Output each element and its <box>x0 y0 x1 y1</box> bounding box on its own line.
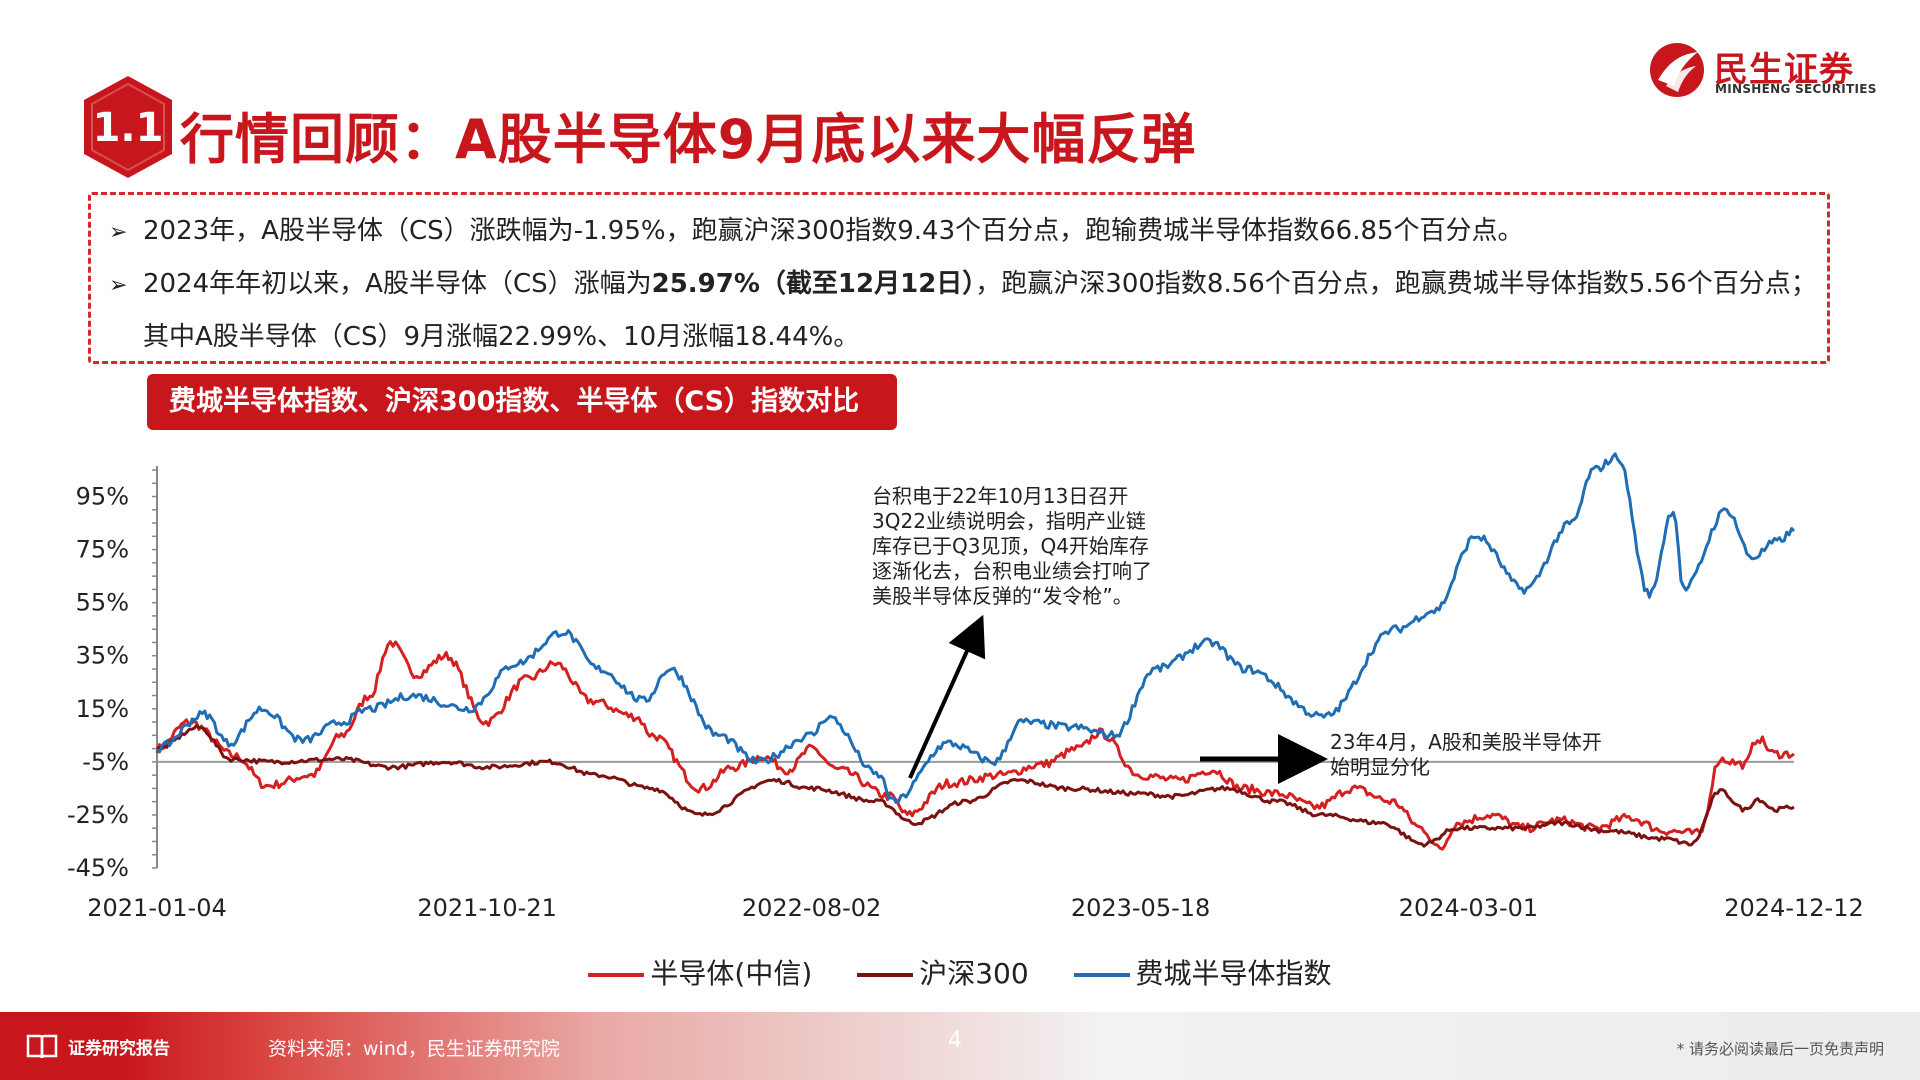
bullet-2-suffix: ，跑赢沪深300指数8.56个百分点，跑赢费城半导体指数5.56个百分点； <box>975 269 1817 299</box>
bullet-1-text: 2023年，A股半导体（CS）涨跌幅为-1.95%，跑赢沪深300指数9.43个… <box>143 216 1524 246</box>
y-tick-label: -25% <box>67 801 129 829</box>
divergence-annotation: 23年4月，A股和美股半导体开 始明显分化 <box>1330 730 1602 780</box>
summary-bullet-1: ➢ 2023年，A股半导体（CS）涨跌幅为-1.95%，跑赢沪深300指数9.43… <box>109 215 1524 249</box>
report-label: 证券研究报告 <box>68 1039 170 1059</box>
bullet-2-prefix: 2024年年初以来，A股半导体（CS）涨幅为 <box>143 269 652 299</box>
x-tick-label: 2024-03-01 <box>1399 894 1538 922</box>
bullet-arrow-icon: ➢ <box>109 273 128 298</box>
legend-item-semi-cs: 半导体(中信) <box>588 952 812 992</box>
legend-label: 半导体(中信) <box>650 957 813 990</box>
chart-title: 费城半导体指数、沪深300指数、半导体（CS）指数对比 <box>147 374 897 430</box>
x-tick-label: 2023-05-18 <box>1071 894 1210 922</box>
tsmc-annotation-line: 美股半导体反弹的“发令枪”。 <box>872 584 1133 608</box>
page-number: 4 <box>948 1028 962 1053</box>
x-tick-label: 2021-10-21 <box>417 894 556 922</box>
summary-bullet-2-continued: 其中A股半导体（CS）9月涨幅22.99%、10月涨幅18.44%。 <box>143 322 860 352</box>
legend-label: 沪深300 <box>919 957 1029 990</box>
minsheng-logo-icon <box>1650 43 1704 97</box>
x-tick-label: 2021-01-04 <box>87 894 226 922</box>
y-tick-label: 75% <box>76 536 129 564</box>
y-tick-label: 35% <box>76 642 129 670</box>
bullet-arrow-icon: ➢ <box>109 220 128 245</box>
logo-text-cn: 民生证券 <box>1714 50 1854 90</box>
tsmc-annotation-line: 库存已于Q3见顶，Q4开始库存 <box>872 534 1149 558</box>
data-source: 资料来源：wind，民生证券研究院 <box>268 1038 560 1060</box>
y-tick-label: 55% <box>76 589 129 617</box>
book-icon <box>26 1034 58 1059</box>
legend-swatch <box>1073 973 1130 977</box>
annotation-arrows <box>908 614 1328 784</box>
x-tick-label: 2024-12-12 <box>1724 894 1863 922</box>
x-tick-label: 2022-08-02 <box>742 894 881 922</box>
tsmc-annotation-line: 逐渐化去，台积电业绩会打响了 <box>872 559 1152 583</box>
y-tick-label: 15% <box>76 695 129 723</box>
bullet-2-highlight: 25.97%（截至12月12日） <box>651 269 976 299</box>
chart-legend: 半导体(中信) 沪深300 费城半导体指数 <box>0 952 1920 992</box>
y-tick-label: -45% <box>67 854 129 882</box>
legend-swatch <box>857 973 914 977</box>
section-badge: 1.1 <box>78 72 178 182</box>
legend-swatch <box>588 973 645 977</box>
page-footer: 证券研究报告 资料来源：wind，民生证券研究院 4 * 请务必阅读最后一页免责… <box>0 1012 1920 1080</box>
section-number: 1.1 <box>93 105 164 151</box>
legend-label: 费城半导体指数 <box>1135 957 1332 990</box>
page-title: 行情回顾：A股半导体9月底以来大幅反弹 <box>180 108 1197 171</box>
legend-item-sox: 费城半导体指数 <box>1073 952 1332 992</box>
tsmc-annotation: 台积电于22年10月13日召开 3Q22业绩说明会，指明产业链 库存已于Q3见顶… <box>872 484 1152 609</box>
tsmc-annotation-line: 3Q22业绩说明会，指明产业链 <box>872 509 1146 533</box>
summary-box: ➢ 2023年，A股半导体（CS）涨跌幅为-1.95%，跑赢沪深300指数9.43… <box>88 192 1830 364</box>
section-badge-shape: 1.1 <box>84 76 172 178</box>
summary-bullet-2: ➢ 2024年年初以来，A股半导体（CS）涨幅为25.97%（截至12月12日），… <box>109 268 1817 302</box>
logo-text-en: MINSHENG SECURITIES <box>1715 82 1877 96</box>
divergence-annotation-line: 始明显分化 <box>1330 755 1430 779</box>
tsmc-annotation-arrow <box>908 614 986 779</box>
divergence-annotation-line: 23年4月，A股和美股半导体开 <box>1330 730 1602 754</box>
disclaimer-text: * 请务必阅读最后一页免责声明 <box>1676 1040 1884 1058</box>
brand-logo: 民生证券 MINSHENG SECURITIES <box>1648 40 1878 104</box>
tsmc-annotation-line: 台积电于22年10月13日召开 <box>872 484 1129 508</box>
y-tick-label: 95% <box>76 483 129 511</box>
legend-item-hs300: 沪深300 <box>857 952 1029 992</box>
y-tick-label: -5% <box>82 748 129 776</box>
